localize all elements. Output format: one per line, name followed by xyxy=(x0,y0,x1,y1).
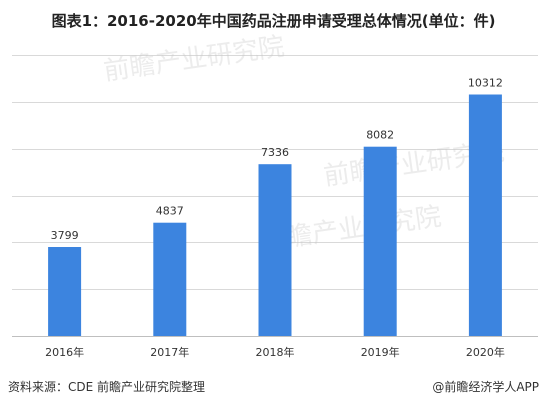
x-tick-label: 2017年 xyxy=(150,345,189,359)
watermark-text: 前瞻产业研究院 xyxy=(102,32,286,87)
source-note: 资料来源：CDE 前瞻产业研究院整理 xyxy=(8,380,206,394)
data-label: 3799 xyxy=(51,229,79,242)
bar xyxy=(363,146,397,336)
data-label: 4837 xyxy=(156,205,184,218)
chart-title: 图表1：2016-2020年中国药品注册申请受理总体情况(单位：件) xyxy=(51,12,496,30)
data-label: 7336 xyxy=(261,146,289,159)
x-tick-label: 2020年 xyxy=(466,345,505,359)
credit-text: @前瞻经济学人APP xyxy=(432,380,539,394)
credit-note: @前瞻经济学人APP xyxy=(432,378,539,395)
bar xyxy=(48,247,82,336)
bar xyxy=(468,94,502,336)
x-tick-label: 2016年 xyxy=(45,345,84,359)
bar xyxy=(153,222,187,336)
bar xyxy=(258,164,292,336)
x-tick-label: 2019年 xyxy=(361,345,400,359)
x-tick-label: 2018年 xyxy=(256,345,295,359)
data-label: 8082 xyxy=(366,129,394,142)
data-label: 10312 xyxy=(468,77,503,90)
